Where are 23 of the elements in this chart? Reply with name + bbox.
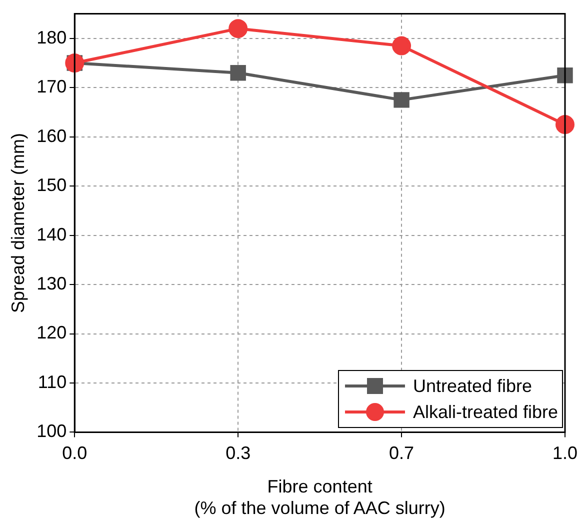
y-axis-title: Spread diameter (mm) [8, 132, 28, 314]
x-axis-title: Fibre content (% of the volume of AAC slurry) [194, 476, 446, 518]
y-tick-label: 110 [38, 372, 67, 392]
x-tick-label: 1.0 [552, 442, 578, 463]
y-tick-label: 120 [36, 322, 67, 343]
x-tick-label: 0.7 [389, 442, 414, 463]
y-tick-label: 100 [36, 421, 67, 442]
point [556, 115, 574, 134]
legend-label: Alkali-treated fibre [413, 401, 558, 424]
point [557, 67, 573, 84]
y-tick-label: 160 [36, 126, 67, 146]
y-tick-label: 170 [36, 76, 67, 97]
legend-label: Untreated fibre [413, 375, 532, 398]
point [394, 92, 410, 108]
point [228, 19, 248, 38]
y-tick-label: 140 [36, 224, 67, 244]
point [230, 65, 246, 81]
y-tick-label: 150 [36, 175, 67, 196]
point [392, 36, 412, 56]
x-tick-label: 0.0 [62, 442, 88, 463]
y-tick-label: 180 [36, 27, 67, 48]
x-tick-label: 0.3 [226, 442, 251, 463]
y-tick-label: 130 [36, 274, 67, 294]
